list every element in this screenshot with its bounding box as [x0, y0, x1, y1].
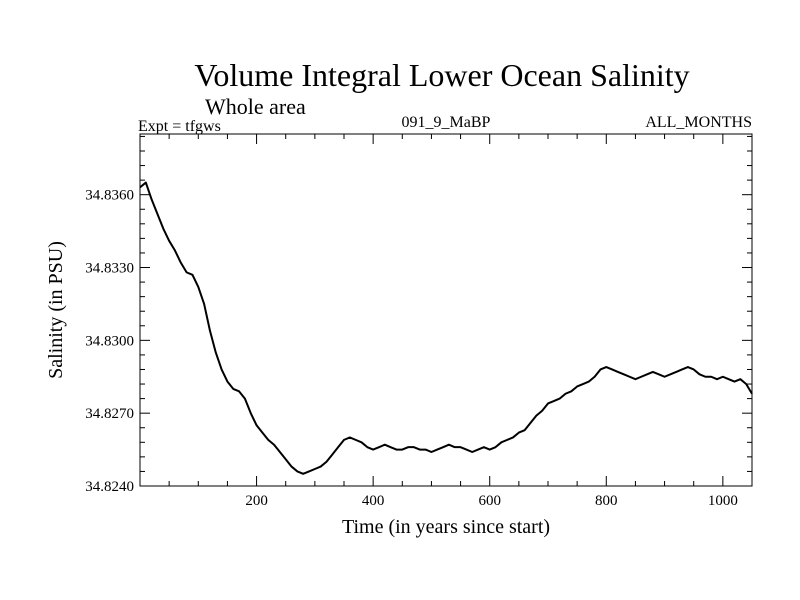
y-tick-label: 34.8330 — [85, 261, 134, 277]
header-left: Expt = tfgws — [138, 118, 221, 135]
y-tick-label: 34.8270 — [85, 406, 134, 422]
chart-subtitle: Whole area — [205, 94, 306, 119]
axis-ticks — [140, 134, 752, 486]
y-tick-label: 34.8360 — [85, 188, 134, 204]
x-tick-label: 1000 — [708, 493, 738, 509]
x-tick-label: 400 — [362, 493, 385, 509]
chart-title: Volume Integral Lower Ocean Salinity — [194, 57, 689, 93]
header-center: 091_9_MaBP — [402, 114, 491, 131]
y-tick-label: 34.8240 — [85, 479, 134, 495]
y-tick-labels: 34.8240 34.8270 34.8300 34.8330 34.8360 — [85, 188, 134, 495]
x-tick-label: 200 — [245, 493, 268, 509]
x-tick-labels: 200 400 600 800 1000 — [245, 493, 738, 509]
x-tick-label: 600 — [478, 493, 501, 509]
series-line-salinity — [139, 181, 753, 475]
y-axis-label: Salinity (in PSU) — [45, 241, 67, 379]
y-tick-label: 34.8300 — [85, 333, 134, 349]
x-tick-label: 800 — [595, 493, 618, 509]
header-right: ALL_MONTHS — [645, 114, 752, 131]
x-axis-label: Time (in years since start) — [342, 516, 550, 538]
plot-frame — [139, 133, 753, 487]
